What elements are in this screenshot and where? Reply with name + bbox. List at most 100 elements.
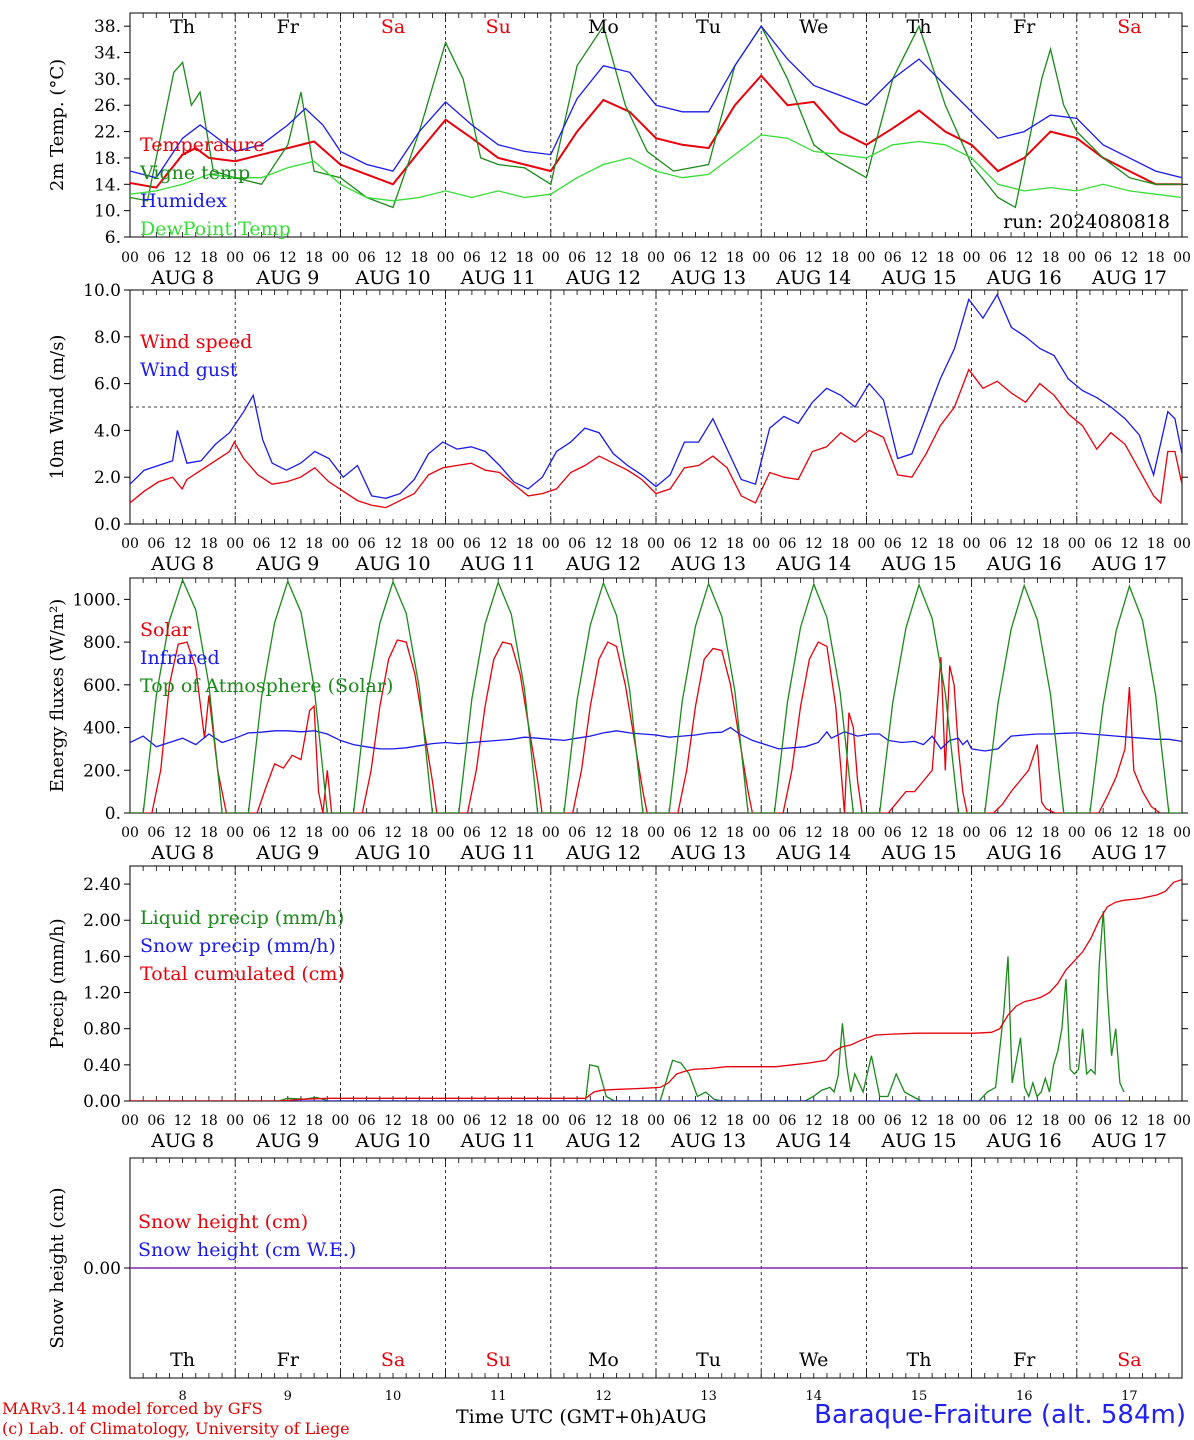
y-tick-label: 22. [94, 123, 121, 143]
day-number: 16 [1016, 1389, 1033, 1404]
hour-label: 12 [594, 250, 612, 266]
legend-entry: Wind speed [140, 331, 252, 353]
y-tick-label: 1.60 [83, 947, 121, 967]
hour-label: 12 [279, 825, 297, 841]
hour-label: 00 [121, 250, 139, 266]
date-label: AUG 14 [775, 553, 851, 575]
hour-label: 18 [305, 536, 323, 552]
hour-label: 06 [568, 825, 586, 841]
date-label: AUG 15 [880, 553, 956, 575]
hour-label: 12 [489, 250, 507, 266]
date-label: AUG 9 [255, 1130, 319, 1152]
hour-label: 18 [1147, 1113, 1165, 1129]
day-abbr: Sa [381, 1349, 405, 1371]
date-label: AUG 11 [460, 1130, 536, 1152]
hour-label: 06 [1094, 825, 1112, 841]
date-label: AUG 15 [880, 1130, 956, 1152]
y-tick-label: 1.20 [83, 984, 121, 1004]
date-label: AUG 11 [460, 553, 536, 575]
hour-label: 18 [516, 536, 534, 552]
series-line-green [130, 24, 1182, 209]
panel-5: 0.00 Snow height (cm) Snow height (cm) Snow… [47, 1157, 1188, 1404]
hour-label: 18 [200, 250, 218, 266]
hour-label: 18 [726, 536, 744, 552]
y-axis-label: Energy fluxes (W/m²) [47, 599, 68, 793]
day-abbr: Th [907, 16, 932, 38]
date-label: AUG 17 [1091, 553, 1167, 575]
hour-label: 12 [805, 536, 823, 552]
y-tick-label: 4.0 [94, 421, 121, 441]
hour-label: 12 [1015, 536, 1033, 552]
legend-entry: Total cumulated (cm) [140, 963, 345, 985]
hour-label: 06 [673, 1113, 691, 1129]
hour-label: 00 [331, 1113, 349, 1129]
hour-label: 00 [963, 250, 981, 266]
hour-label: 12 [910, 825, 928, 841]
hour-label: 18 [305, 250, 323, 266]
hour-label: 12 [1015, 250, 1033, 266]
hour-label: 06 [779, 250, 797, 266]
day-abbr: Fr [1013, 16, 1036, 38]
station-name: Baraque-Fraiture (alt. 584m) [814, 1400, 1186, 1430]
hour-label: 12 [700, 825, 718, 841]
hour-label: 00 [121, 536, 139, 552]
hour-label: 18 [1147, 536, 1165, 552]
hour-label: 06 [463, 1113, 481, 1129]
hour-label: 12 [489, 536, 507, 552]
legend-entry: Infrared [140, 647, 220, 669]
hour-label: 18 [831, 536, 849, 552]
y-tick-label: 6.0 [94, 375, 121, 395]
hour-label: 00 [647, 825, 665, 841]
y-tick-label: 6. [105, 228, 121, 248]
hour-label: 18 [1042, 1113, 1060, 1129]
date-label: AUG 10 [354, 267, 430, 289]
hour-label: 06 [463, 825, 481, 841]
y-tick-label: 30. [94, 70, 121, 90]
hour-label: 12 [594, 825, 612, 841]
hour-label: 18 [1042, 536, 1060, 552]
day-abbr: Fr [1013, 1349, 1036, 1371]
hour-label: 12 [805, 825, 823, 841]
date-label: AUG 10 [354, 842, 430, 864]
hour-label: 06 [147, 825, 165, 841]
hour-label: 18 [410, 825, 428, 841]
hour-label: 00 [1173, 825, 1191, 841]
hour-label: 00 [331, 536, 349, 552]
hour-label: 00 [437, 825, 455, 841]
hour-label: 00 [542, 536, 560, 552]
hour-label: 12 [489, 825, 507, 841]
date-label: AUG 12 [565, 842, 641, 864]
hour-label: 00 [121, 825, 139, 841]
day-abbr: Mo [588, 16, 619, 38]
hour-label: 06 [568, 536, 586, 552]
hour-label: 18 [831, 250, 849, 266]
hour-label: 06 [779, 825, 797, 841]
date-label: AUG 9 [255, 267, 319, 289]
day-abbr: Th [170, 16, 195, 38]
y-tick-label: 0.40 [83, 1056, 121, 1076]
date-label: AUG 16 [986, 842, 1062, 864]
hour-label: 18 [936, 536, 954, 552]
date-label: AUG 16 [986, 1130, 1062, 1152]
hour-label: 06 [884, 250, 902, 266]
day-abbr: Su [486, 16, 511, 38]
y-tick-label: 0. [105, 804, 121, 824]
hour-label: 06 [1094, 250, 1112, 266]
y-tick-label: 2.00 [83, 911, 121, 931]
hour-label: 06 [253, 536, 271, 552]
hour-label: 06 [673, 536, 691, 552]
date-label: AUG 16 [986, 553, 1062, 575]
day-number: 8 [178, 1389, 186, 1404]
date-label: AUG 14 [775, 842, 851, 864]
hour-label: 00 [647, 536, 665, 552]
hour-label: 00 [437, 250, 455, 266]
day-number: 10 [385, 1389, 402, 1404]
hour-label: 00 [437, 1113, 455, 1129]
run-label: run: 2024080818 [1003, 211, 1170, 233]
x-axis-title: Time UTC (GMT+0h)AUG [456, 1406, 707, 1428]
hour-label: 18 [726, 1113, 744, 1129]
date-label: AUG 8 [150, 842, 214, 864]
hour-label: 00 [331, 825, 349, 841]
hour-label: 12 [279, 1113, 297, 1129]
hour-label: 06 [358, 1113, 376, 1129]
